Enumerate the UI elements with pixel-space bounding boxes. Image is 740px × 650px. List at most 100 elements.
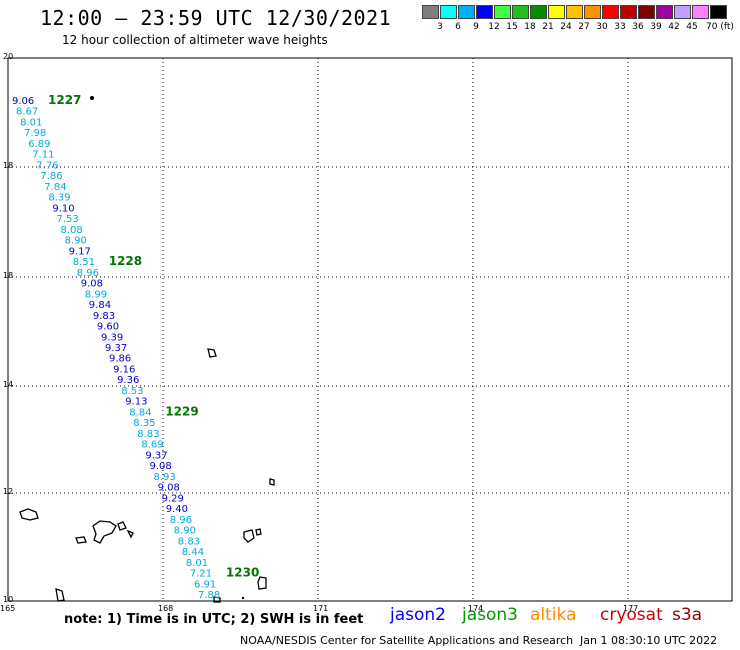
colorbar-swatch xyxy=(692,5,709,19)
swh-value-label: 9.16 xyxy=(113,365,135,376)
colorbar-swatch xyxy=(710,5,727,19)
swh-value-label: 6.89 xyxy=(28,139,50,150)
swh-value-label: 7.86 xyxy=(40,171,62,182)
colorbar-label: 3 xyxy=(437,22,443,32)
swh-value-label: 8.44 xyxy=(182,547,204,558)
swh-value-label: 9.86 xyxy=(109,354,131,365)
swh-value-label: 9.60 xyxy=(97,322,119,333)
colorbar-swatch xyxy=(566,5,583,19)
colorbar-label: 9 xyxy=(473,22,479,32)
swh-value-label: 8.69 xyxy=(141,440,163,451)
swh-value-label: 8.01 xyxy=(186,558,208,569)
swh-value-label: 8.67 xyxy=(16,107,38,118)
credit-line: NOAA/NESDIS Center for Satellite Applica… xyxy=(240,634,574,647)
swh-value-label: 7.88 xyxy=(198,590,220,601)
pass-time-label: 1229 xyxy=(165,404,198,418)
colorbar-label: 42 xyxy=(668,22,680,32)
colorbar-label: 27 xyxy=(578,22,590,32)
latitude-tick-label: 20 xyxy=(3,52,13,61)
latitude-tick-label: 10 xyxy=(3,595,13,604)
swh-value-label: 8.39 xyxy=(48,193,70,204)
swh-value-label: 9.39 xyxy=(101,332,123,343)
longitude-tick-label: 168 xyxy=(158,604,173,613)
swh-value-label: 8.01 xyxy=(20,118,42,129)
swh-value-label: 9.40 xyxy=(166,504,188,515)
swh-value-label: 6.91 xyxy=(194,579,216,590)
latitude-tick-label: 14 xyxy=(3,380,13,389)
colorbar-swatch xyxy=(458,5,475,19)
latitude-tick-label: 18 xyxy=(3,271,13,280)
swh-value-label: 9.17 xyxy=(69,246,91,257)
colorbar-swatch xyxy=(656,5,673,19)
colorbar-swatch xyxy=(422,5,439,19)
swh-value-label: 8.84 xyxy=(129,407,151,418)
colorbar-label: 12 xyxy=(488,22,500,32)
satellite-legend-cryosat: cryosat xyxy=(600,605,663,625)
colorbar-swatch xyxy=(584,5,601,19)
swh-value-label: 9.83 xyxy=(93,311,115,322)
swh-value-label: 8.96 xyxy=(77,268,99,279)
longitude-tick-label: 171 xyxy=(313,604,328,613)
longitude-tick-label: 177 xyxy=(623,604,638,613)
island-outlines xyxy=(19,96,275,603)
colorbar-label: 33 xyxy=(614,22,626,32)
swh-value-label: 7.11 xyxy=(32,150,54,161)
latitude-tick-label: 18 xyxy=(3,161,13,170)
colorbar-swatch xyxy=(602,5,619,19)
swh-value-label: 9.36 xyxy=(117,375,139,386)
colorbar-label: 21 xyxy=(542,22,554,32)
colorbar-label: 45 xyxy=(686,22,698,32)
footer-note: note: 1) Time is in UTC; 2) SWH is in fe… xyxy=(64,612,364,627)
map-title: 12:00 – 23:59 UTC 12/30/2021 xyxy=(40,6,392,30)
satellite-legend-jason3: jason3 xyxy=(462,605,518,625)
swh-value-label: 9.08 xyxy=(158,483,180,494)
colorbar-swatch xyxy=(512,5,529,19)
colorbar-label: 24 xyxy=(560,22,572,32)
latitude-tick-label: 12 xyxy=(3,487,13,496)
pass-time-label: 1228 xyxy=(109,254,142,268)
colorbar-swatch xyxy=(494,5,511,19)
lat-lon-grid xyxy=(8,58,732,601)
swh-value-label: 8.83 xyxy=(178,536,200,547)
satellite-legend-jason2: jason2 xyxy=(390,605,446,625)
swh-value-label: 9.29 xyxy=(162,493,184,504)
swh-value-label: 9.13 xyxy=(125,397,147,408)
colorbar-swatch xyxy=(530,5,547,19)
swh-value-label: 7.21 xyxy=(190,569,212,580)
colorbar-label: 18 xyxy=(524,22,536,32)
swh-value-label: 8.08 xyxy=(61,225,83,236)
swh-value-label: 8.96 xyxy=(170,515,192,526)
swh-value-label: 8.99 xyxy=(85,289,107,300)
swh-value-label: 8.53 xyxy=(121,386,143,397)
longitude-tick-label: 174 xyxy=(468,604,483,613)
swh-value-label: 8.90 xyxy=(65,236,87,247)
map-subtitle: 12 hour collection of altimeter wave hei… xyxy=(62,33,328,47)
colorbar-label: 30 xyxy=(596,22,608,32)
issued-timestamp: Jan 1 08:30:10 UTC 2022 xyxy=(580,634,718,647)
colorbar-swatch xyxy=(674,5,691,19)
swh-value-label: 9.84 xyxy=(89,300,111,311)
swh-value-label: 8.35 xyxy=(133,418,155,429)
satellite-legend-altika: altika xyxy=(530,605,577,625)
colorbar-swatch xyxy=(440,5,457,19)
swh-value-label: 9.37 xyxy=(105,343,127,354)
colorbar-label: 15 xyxy=(506,22,518,32)
swh-value-label: 7.53 xyxy=(57,214,79,225)
swh-value-label: 8.83 xyxy=(137,429,159,440)
swh-value-label: 9.08 xyxy=(81,279,103,290)
colorbar-swatch xyxy=(548,5,565,19)
swh-value-label: 9.06 xyxy=(12,96,34,107)
satellite-legend-s3a: s3a xyxy=(672,605,703,625)
colorbar-label: 36 xyxy=(632,22,644,32)
colorbar-swatch xyxy=(620,5,637,19)
swh-value-label: 7.98 xyxy=(24,128,46,139)
swh-value-label: 9.10 xyxy=(52,203,74,214)
swh-value-label: 8.90 xyxy=(174,526,196,537)
longitude-tick-label: 165 xyxy=(0,604,15,613)
colorbar-label: 70 (ft) xyxy=(706,22,734,32)
pass-time-label: 1227 xyxy=(48,93,81,107)
swh-value-label: 8.93 xyxy=(154,472,176,483)
map-frame xyxy=(7,57,733,602)
swh-value-label: 9.37 xyxy=(145,450,167,461)
